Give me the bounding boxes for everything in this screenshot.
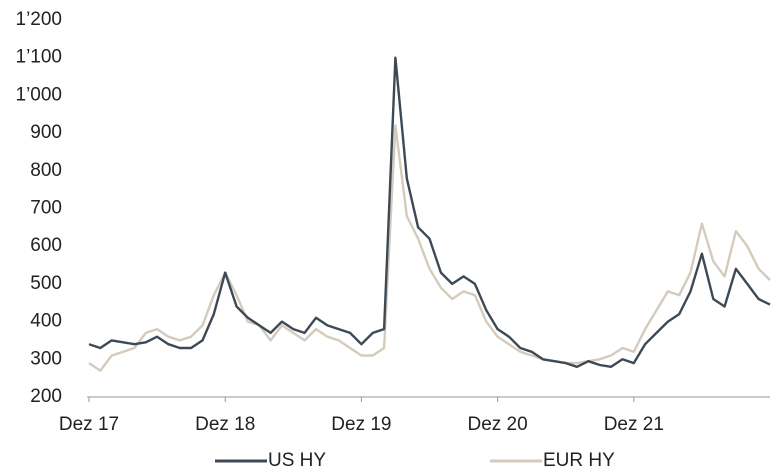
x-tick-label: Dez 19 [331,414,391,435]
y-tick-label: 200 [30,386,62,407]
series-line [88,124,771,372]
y-tick-label: 900 [30,122,62,143]
y-tick-label: 500 [30,273,62,294]
series-line [88,56,771,368]
x-tick-label: Dez 18 [195,414,255,435]
legend-label: US HY [268,450,326,471]
y-tick-label: 1’200 [16,9,63,30]
y-tick-label: 1’100 [16,47,63,68]
x-tick-label: Dez 20 [467,414,527,435]
legend-label: EUR HY [543,450,615,471]
y-tick-label: 700 [30,198,62,219]
x-tick-label: Dez 17 [59,414,119,435]
y-tick-label: 1’000 [16,84,63,105]
x-tick-label: Dez 21 [604,414,664,435]
y-tick-label: 600 [30,235,62,256]
y-tick-label: 400 [30,311,62,332]
y-tick-label: 800 [30,160,62,181]
y-tick-label: 300 [30,348,62,369]
